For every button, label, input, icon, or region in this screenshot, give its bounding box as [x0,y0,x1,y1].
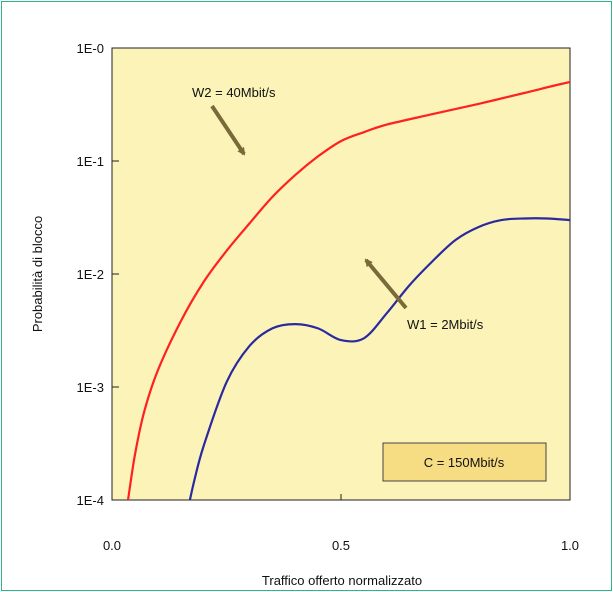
x-axis-title: Traffico offerto normalizzato [262,573,422,588]
plot-area [112,48,570,500]
x-tick-label: 0.5 [332,538,350,553]
x-tick-label: 0.0 [103,538,121,553]
y-tick-label: 1E-2 [77,267,104,282]
y-axis-title: Probabilità di blocco [30,216,45,332]
w2-annotation-label: W2 = 40Mbit/s [192,85,276,100]
x-tick-label: 1.0 [561,538,579,553]
w1-annotation-label: W1 = 2Mbit/s [407,317,484,332]
y-tick-label: 1E-4 [77,493,104,508]
capacity-label: C = 150Mbit/s [424,455,505,470]
y-tick-label: 1E-1 [77,154,104,169]
y-tick-label: 1E-0 [77,41,104,56]
y-tick-label: 1E-3 [77,380,104,395]
